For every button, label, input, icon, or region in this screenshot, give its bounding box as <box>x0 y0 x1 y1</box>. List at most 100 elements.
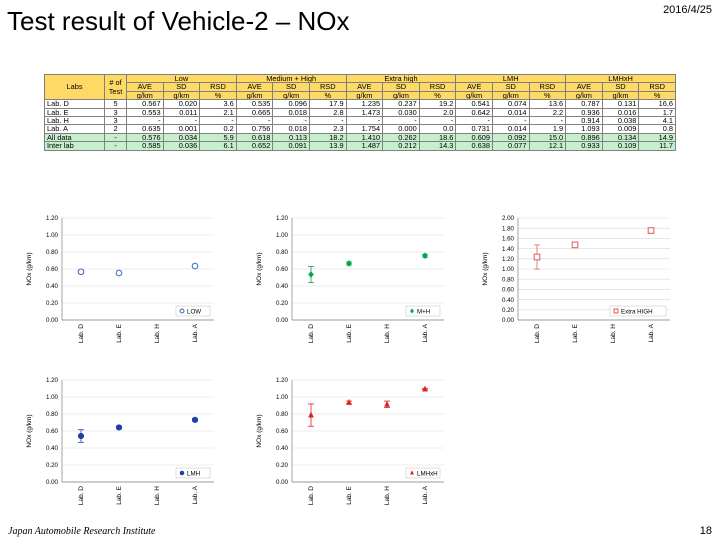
value-cell: 0.936 <box>565 107 603 118</box>
table-row: Lab. A 2 0.635 0.001 0.2 0.756 0.018 2.3 1.754 0.… <box>44 124 676 134</box>
chart-lmh: 0.00 0.20 0.40 0.60 0.80 1.00 1.20 NOx (g/km) La… <box>22 374 222 526</box>
value-cell: 1.093 <box>565 124 603 134</box>
value-cell: 2.3 <box>308 124 347 134</box>
lab-name-cell: Lab. H <box>44 116 105 126</box>
y-tick-label: 0.80 <box>276 411 289 418</box>
y-tick-label: 1.20 <box>502 256 515 263</box>
value-cell: 0.756 <box>235 124 274 134</box>
value-cell: 0.262 <box>382 132 420 143</box>
x-tick-label: Lab. D <box>534 324 541 343</box>
value-cell: 0.036 <box>162 141 201 151</box>
x-tick-label: Lab. A <box>192 323 199 342</box>
value-cell: 15.0 <box>528 132 567 143</box>
y-tick-label: 1.20 <box>276 215 289 222</box>
subheader-cell: SD <box>272 82 310 92</box>
chart-svg: 0.00 0.20 0.40 0.60 0.80 1.00 1.20 NOx (g/km) La… <box>26 215 214 343</box>
data-point <box>571 241 579 249</box>
value-cell: 11.7 <box>638 141 676 151</box>
chart-svg: 0.00 0.20 0.40 0.60 0.80 1.00 1.20 NOx (g/km) La… <box>256 377 444 505</box>
value-cell: 5.9 <box>199 132 237 143</box>
value-cell: - <box>345 116 384 126</box>
y-tick-label: 0.60 <box>46 428 59 435</box>
unit-cell: % <box>418 90 457 101</box>
legend-box <box>175 305 211 317</box>
value-cell: 0.642 <box>455 107 493 118</box>
y-tick-label: 0.80 <box>502 276 515 283</box>
subheader-cell: SD <box>162 82 201 92</box>
x-tick-label: Lab. E <box>346 485 353 504</box>
group-header: Extra high <box>345 73 457 84</box>
y-axis-label: NOx (g/km) <box>26 252 33 285</box>
y-tick-label: 1.00 <box>276 394 289 401</box>
value-cell: 14.9 <box>638 132 676 143</box>
legend-label: M+H <box>417 308 430 315</box>
x-tick-label: Lab. H <box>610 324 617 343</box>
data-point <box>191 262 199 270</box>
value-cell: 0.077 <box>491 141 530 151</box>
value-cell: 0.652 <box>235 141 274 151</box>
value-cell: 0.896 <box>565 132 603 143</box>
data-point <box>346 398 352 405</box>
y-tick-label: 1.00 <box>502 266 515 273</box>
data-point <box>533 253 541 261</box>
unit-cell: % <box>528 90 567 101</box>
value-cell: 0.109 <box>601 141 640 151</box>
value-cell: - <box>528 116 567 126</box>
data-point <box>77 268 85 276</box>
data-point <box>191 416 199 423</box>
chart-svg: 0.00 0.20 0.40 0.60 0.80 1.00 1.20 NOx (g/km) La… <box>26 377 214 505</box>
value-cell: 2.1 <box>199 107 237 118</box>
chart-extra-high: 0.00 0.20 0.40 0.60 0.80 1.00 1.20 1.40 1.60 1.80… <box>478 212 678 364</box>
value-cell: 18.2 <box>308 132 347 143</box>
value-cell: 0.665 <box>235 107 274 118</box>
x-tick-label: Lab. E <box>116 323 123 342</box>
value-cell: 13.6 <box>528 99 567 109</box>
y-tick-label: 0.60 <box>502 287 515 294</box>
ntests-cell: - <box>104 141 127 151</box>
ntests-cell: 5 <box>104 99 127 109</box>
group-header: Medium + High <box>235 73 347 84</box>
unit-cell: g/km <box>126 90 164 101</box>
value-cell: - <box>455 116 493 126</box>
x-tick-label: Lab. D <box>78 486 85 505</box>
y-tick-label: 1.20 <box>276 377 289 384</box>
value-cell: 0.787 <box>565 99 603 109</box>
subheader-cell: AVE <box>235 82 274 92</box>
chart-medium-high: 0.00 0.20 0.40 0.60 0.80 1.00 1.20 NOx (g/km) La… <box>252 212 452 364</box>
legend-box <box>405 467 441 479</box>
group-header: LMHxH <box>565 73 676 84</box>
y-tick-label: 0.20 <box>276 300 289 307</box>
table-row: Inter lab -0.585 0.036 6.1 0.652 0.091 13.9 1.4… <box>44 141 676 151</box>
x-tick-label: Lab. H <box>384 486 391 505</box>
data-point <box>77 432 85 440</box>
subheader-cell: RSD <box>638 82 676 92</box>
legend-box <box>175 467 211 479</box>
value-cell: 0.609 <box>455 132 493 143</box>
y-tick-label: 1.60 <box>502 236 515 243</box>
value-cell: 0.914 <box>565 116 603 126</box>
value-cell: 0.020 <box>162 99 201 109</box>
value-cell: - <box>235 116 274 126</box>
value-cell: 4.1 <box>638 116 676 126</box>
data-point <box>647 227 655 234</box>
lab-name-cell: All data <box>44 132 105 143</box>
subheader-cell: SD <box>382 82 420 92</box>
value-cell: 1.754 <box>345 124 384 134</box>
unit-cell: g/km <box>601 90 640 101</box>
value-cell: 2.8 <box>308 107 347 118</box>
value-cell: 0.018 <box>272 124 310 134</box>
unit-cell: g/km <box>382 90 420 101</box>
value-cell: 0.113 <box>272 132 310 143</box>
value-cell: 0.016 <box>601 107 640 118</box>
results-table: Labs # of Test Low Medium + High Extra h… <box>44 73 676 151</box>
x-tick-label: Lab. A <box>192 485 199 504</box>
x-tick-label: Lab. D <box>308 324 315 343</box>
page-number: 18 <box>699 525 712 537</box>
lab-name-cell: Lab. A <box>44 124 105 134</box>
value-cell: - <box>126 116 164 126</box>
footer-organization: Japan Automobile Research Institute <box>8 526 156 537</box>
data-point <box>308 411 314 418</box>
x-tick-label: Lab. E <box>346 323 353 342</box>
x-tick-label: Lab. A <box>422 485 429 504</box>
x-tick-label: Lab. E <box>572 323 579 342</box>
